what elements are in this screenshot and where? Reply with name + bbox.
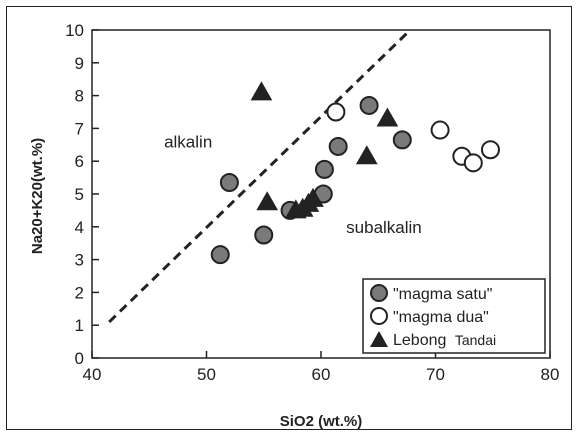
legend-marker-lebong [370, 331, 388, 347]
region-label-subalkalin: subalkalin [346, 218, 422, 237]
legend-label-magma-dua: "magma dua" [393, 309, 489, 326]
legend-label-lebong: Lebong Tandai [393, 332, 496, 349]
x-tick-label: 80 [541, 365, 560, 384]
point-magma-satu [392, 130, 412, 150]
y-tick-label: 8 [75, 87, 84, 106]
y-tick-label: 5 [75, 185, 84, 204]
point-magma-satu [314, 159, 334, 179]
y-tick-label: 4 [75, 218, 84, 237]
legend: "magma satu" "magma dua" Lebong Tandai [362, 278, 546, 354]
y-tick-label: 3 [75, 251, 84, 270]
y-tick-label: 9 [75, 54, 84, 73]
point-lebong [302, 187, 324, 207]
legend-marker-magma-satu [370, 284, 388, 302]
point-magma-dua [326, 102, 346, 122]
x-axis-label: SiO2 (wt.%) [280, 413, 363, 430]
point-magma-satu [210, 245, 230, 265]
point-lebong [250, 81, 273, 101]
legend-label-lebong-main: Lebong [393, 332, 446, 349]
x-axis-ticks: 40 50 60 70 80 [83, 351, 560, 384]
y-tick-label: 10 [65, 21, 84, 40]
y-tick-label: 6 [75, 152, 84, 171]
y-tick-label: 7 [75, 119, 84, 138]
data-points [210, 81, 500, 265]
legend-marker-magma-dua [370, 307, 388, 325]
point-magma-dua [463, 153, 483, 173]
alkalin-subalkalin-divider-line [108, 32, 408, 323]
y-axis-ticks: 0 1 2 3 4 5 6 7 8 9 10 [65, 21, 99, 368]
point-magma-satu [219, 173, 239, 193]
point-lebong [376, 107, 399, 127]
x-tick-label: 40 [83, 365, 102, 384]
legend-label-magma-satu: "magma satu" [393, 286, 492, 303]
point-magma-dua [430, 120, 450, 140]
x-tick-label: 50 [197, 365, 216, 384]
point-magma-satu [254, 225, 274, 245]
point-lebong [355, 145, 378, 165]
y-axis-label: Na20+K20(wt.%) [29, 138, 46, 254]
legend-box [362, 278, 546, 354]
y-tick-label: 0 [75, 349, 84, 368]
x-tick-label: 70 [426, 365, 445, 384]
figure-frame [6, 6, 572, 430]
point-magma-satu [359, 95, 379, 115]
point-magma-satu [328, 136, 348, 156]
region-label-alkalin: alkalin [164, 133, 212, 152]
legend-label-lebong-suffix: Tandai [455, 332, 496, 348]
x-tick-label: 60 [312, 365, 331, 384]
point-magma-dua [480, 140, 500, 160]
y-tick-label: 2 [75, 283, 84, 302]
point-lebong [256, 191, 279, 211]
y-tick-label: 1 [75, 316, 84, 335]
